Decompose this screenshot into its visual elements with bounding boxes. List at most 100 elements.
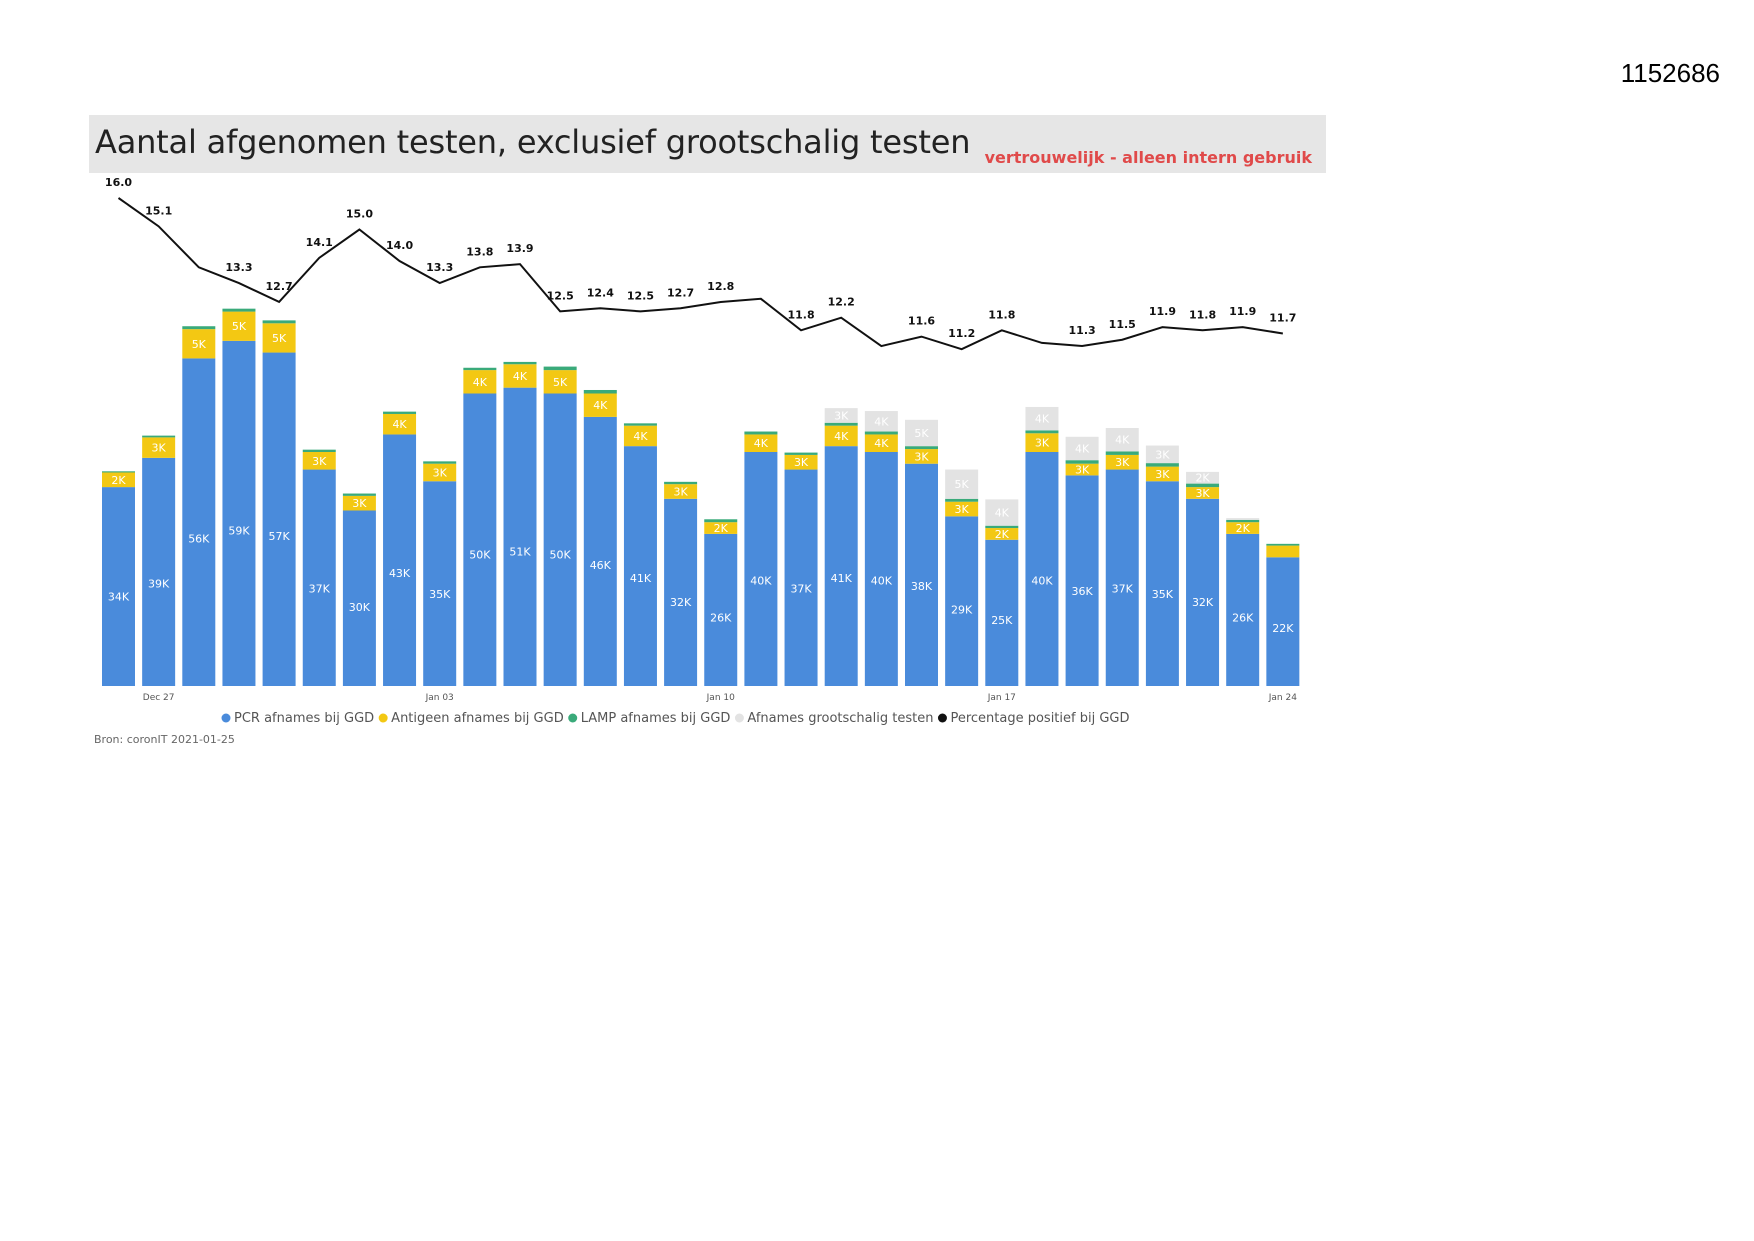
- bar-label: 4K: [392, 418, 407, 431]
- bar-segment: [1226, 518, 1260, 520]
- bar-segment: [503, 361, 537, 365]
- bar-label: 2K: [714, 522, 729, 535]
- legend-marker: [568, 713, 578, 723]
- legend: PCR afnames bij GGD Antigeen afnames bij …: [221, 711, 1130, 726]
- bar-segment: [905, 463, 938, 686]
- legend-marker: [221, 713, 231, 723]
- bar-label: 3K: [914, 450, 929, 463]
- bar-label: 2K: [1195, 472, 1210, 485]
- bar-label: 3K: [1115, 456, 1130, 469]
- bar-segment: [423, 461, 457, 464]
- bar-label: 5K: [192, 338, 207, 351]
- bar-segment: [824, 425, 858, 447]
- bar-segment: [302, 469, 336, 686]
- line-label: 16.0: [105, 176, 132, 189]
- bar-segment: [1186, 483, 1220, 488]
- bar-label: 4K: [874, 415, 889, 428]
- bar-label: 3K: [152, 442, 167, 455]
- bar-segment: [463, 370, 497, 394]
- bar-label: 4K: [995, 507, 1010, 520]
- bar-label: 46K: [590, 559, 612, 572]
- bar-segment: [704, 519, 738, 523]
- x-tick-label: Jan 03: [425, 693, 454, 703]
- legend-marker: [937, 713, 947, 723]
- bar-label: 3K: [673, 485, 688, 498]
- line-label: 11.8: [787, 308, 814, 321]
- stacked-bar-line-chart: 34K 2K 39K 3K 56K 5K 59K 5K 57K 5K 37K 3K 30K 3K 43K 4K…: [102, 176, 1300, 726]
- bar-segment: [222, 308, 256, 312]
- bar-label: 51K: [509, 546, 531, 559]
- bar-label: 4K: [754, 437, 769, 450]
- bar-segment: [1145, 445, 1179, 464]
- bar-label: 4K: [1115, 434, 1130, 447]
- bar-segment: [222, 340, 256, 686]
- bar-segment: [623, 425, 657, 447]
- bar-segment: [1226, 533, 1260, 686]
- bar-segment: [1025, 433, 1059, 452]
- line-label: 14.1: [306, 236, 333, 249]
- legend-label: Antigeen afnames bij GGD: [391, 711, 564, 726]
- bar-segment: [262, 320, 296, 324]
- bar-label: 38K: [911, 580, 933, 593]
- line-label: 13.3: [426, 261, 453, 274]
- bar-segment: [1065, 463, 1099, 476]
- bar-segment: [102, 487, 135, 686]
- legend-label: Afnames grootschalig testen: [747, 711, 933, 726]
- line-layer: 16.0 15.1 13.3 12.7 14.1 15.0 14.0 13.3 13.8 13.9…: [105, 176, 1296, 351]
- bar-segment: [182, 358, 216, 686]
- bar-segment: [342, 493, 376, 496]
- bar-segment: [543, 370, 577, 394]
- bar-segment: [583, 416, 617, 686]
- bar-label: 4K: [593, 399, 608, 412]
- bar-segment: [864, 411, 898, 432]
- bars-layer: 34K 2K 39K 3K 56K 5K 59K 5K 57K 5K 37K 3K 30K 3K 43K 4K…: [102, 308, 1300, 686]
- bar-segment: [1105, 428, 1139, 452]
- line-label: 11.9: [1149, 305, 1176, 318]
- bar-label: 34K: [108, 590, 130, 603]
- line-label: 11.5: [1109, 318, 1136, 331]
- bar-segment: [664, 481, 698, 485]
- line-label: 11.2: [948, 327, 975, 340]
- bar-label: 2K: [995, 528, 1010, 541]
- bar-label: 3K: [1035, 437, 1050, 450]
- bar-segment: [1266, 545, 1300, 558]
- bar-segment: [824, 446, 858, 686]
- bar-label: 3K: [955, 503, 970, 516]
- bar-label: 40K: [750, 575, 772, 588]
- legend-marker: [378, 713, 388, 723]
- bar-label: 25K: [991, 614, 1013, 627]
- bar-label: 50K: [469, 548, 491, 561]
- bar-segment: [1065, 460, 1099, 464]
- bar-segment: [142, 457, 176, 686]
- bar-segment: [824, 408, 858, 423]
- bar-segment: [583, 393, 617, 417]
- bar-label: 40K: [871, 575, 893, 588]
- bar-segment: [102, 472, 135, 488]
- line-label: 11.9: [1229, 305, 1256, 318]
- bar-label: 3K: [312, 455, 327, 468]
- bar-label: 32K: [670, 596, 692, 609]
- bar-segment: [583, 389, 617, 394]
- bar-segment: [262, 352, 296, 686]
- bar-label: 26K: [710, 612, 732, 625]
- bar-segment: [945, 498, 979, 502]
- bar-segment: [102, 471, 135, 473]
- bar-segment: [342, 510, 376, 686]
- bar-label: 3K: [1155, 468, 1170, 481]
- bar-label: 32K: [1192, 596, 1214, 609]
- bar-segment: [142, 437, 176, 458]
- bar-label: 5K: [272, 332, 287, 345]
- line-label: 12.5: [627, 289, 654, 302]
- line-label: 12.7: [667, 286, 694, 299]
- bar-segment: [905, 449, 938, 464]
- bar-segment: [985, 539, 1019, 686]
- line-label: 15.0: [346, 208, 373, 221]
- document-id: 1152686: [1620, 58, 1720, 88]
- bar-segment: [1145, 463, 1179, 467]
- bar-label: 43K: [389, 567, 411, 580]
- line-label: 11.8: [1189, 308, 1216, 321]
- bar-label: 57K: [268, 530, 290, 543]
- bar-label: 59K: [228, 525, 250, 538]
- line-label: 11.3: [1069, 324, 1096, 337]
- bar-segment: [1145, 481, 1179, 686]
